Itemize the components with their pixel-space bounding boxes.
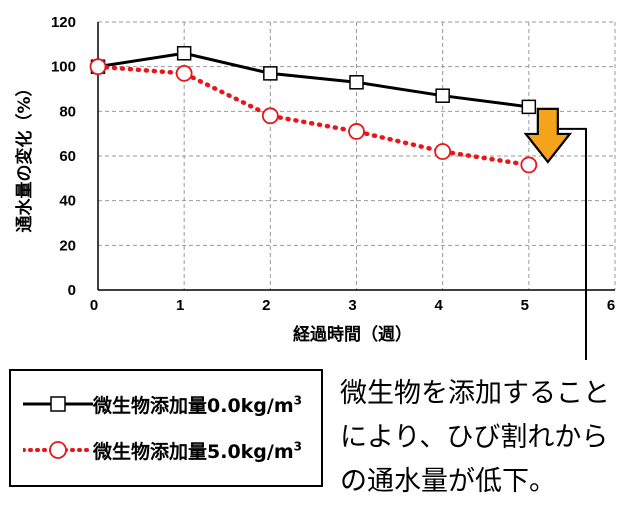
y-axis-label: 通水量の変化（%） <box>14 79 35 232</box>
y-tick-label-120: 120 <box>51 14 76 31</box>
legend-item-series-1: 微生物添加量5.0kg/m3 <box>23 435 302 465</box>
annotation-line-2: により、ひび割れから <box>340 422 609 453</box>
data-point-series-1-1 <box>175 64 193 82</box>
legend-swatch-series-0 <box>23 396 93 412</box>
series-line-0 <box>97 51 530 109</box>
y-tick-label-0: 0 <box>68 282 76 299</box>
data-point-series-0-4 <box>435 88 450 103</box>
line-chart: 0 20 40 60 80 100 120 0 1 2 3 4 5 6 経過時間（週） 通水量の変化（%） <box>14 14 616 360</box>
y-tick-label-80: 80 <box>59 103 76 120</box>
data-point-series-1-2 <box>261 107 279 125</box>
annotation-line-1: 微生物を添加すること <box>340 378 610 409</box>
y-tick-label-20: 20 <box>59 237 76 254</box>
data-point-series-0-1 <box>176 46 192 61</box>
data-point-series-1-5 <box>520 156 538 174</box>
data-point-series-1-3 <box>348 123 365 140</box>
data-point-series-1-0 <box>89 58 107 76</box>
x-tick-label-5: 5 <box>521 297 529 314</box>
x-tick-label-3: 3 <box>348 297 356 314</box>
x-tick-label-1: 1 <box>176 297 184 314</box>
data-point-series-0-5 <box>521 99 537 115</box>
data-point-series-1-4 <box>434 143 452 160</box>
x-tick-label-2: 2 <box>262 297 270 314</box>
y-tick-label-100: 100 <box>51 59 76 76</box>
legend-label-series-1: 微生物添加量5.0kg/m3 <box>93 439 302 463</box>
x-tick-label-6: 6 <box>607 297 615 314</box>
data-point-series-0-3 <box>349 75 364 90</box>
legend-swatch-series-1 <box>23 441 93 459</box>
decrease-arrow-icon <box>523 107 573 164</box>
data-point-series-0-2 <box>263 66 278 81</box>
annotation-text: 微生物を添加すること により、ひび割れから の通水量が低下。 <box>340 372 630 504</box>
annotation-leader-line <box>557 127 587 360</box>
x-axis-label: 経過時間（週） <box>293 324 412 345</box>
legend: 微生物添加量0.0kg/m3 微生物添加量5.0kg/m3 <box>9 369 323 487</box>
x-tick-label-0: 0 <box>90 297 98 314</box>
x-tick-label-4: 4 <box>434 297 443 314</box>
y-tick-label-60: 60 <box>59 148 76 165</box>
y-tick-label-40: 40 <box>59 193 76 210</box>
legend-label-series-0: 微生物添加量0.0kg/m3 <box>93 393 302 417</box>
legend-item-series-0: 微生物添加量0.0kg/m3 <box>23 389 302 419</box>
series-line-1 <box>95 64 532 168</box>
annotation-line-3: の通水量が低下。 <box>340 466 556 497</box>
